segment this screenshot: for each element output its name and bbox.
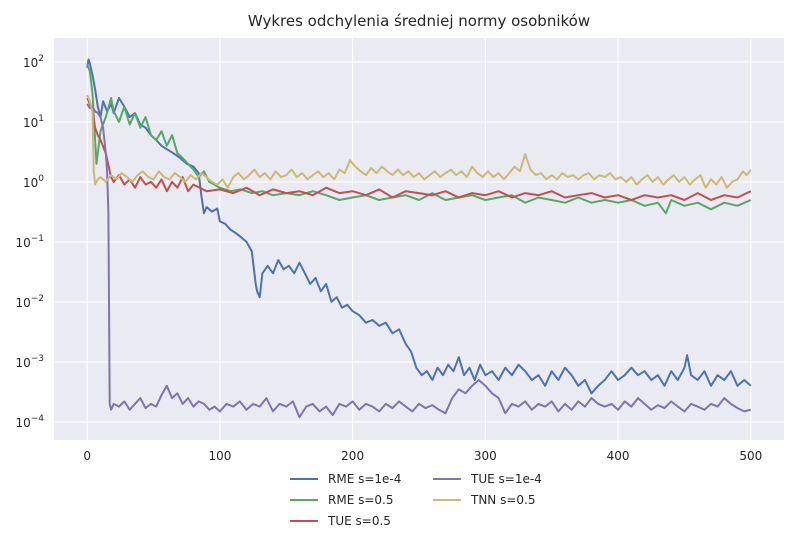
plot-area	[54, 38, 784, 440]
legend-label: RME s=1e-4	[328, 472, 401, 486]
y-tick-label: 10−2	[15, 294, 44, 310]
y-tick-label: 102	[23, 54, 44, 70]
series-line-2	[86, 64, 752, 215]
series-lines	[86, 58, 752, 419]
y-tick-label: 100	[23, 174, 44, 190]
series-line-3	[86, 97, 752, 201]
legend-label: TUE s=0.5	[327, 514, 391, 528]
y-axis-ticks: 10−4 10−3 10−2 10−1 100 101 102	[15, 54, 44, 430]
x-tick-label: 200	[341, 449, 364, 463]
legend-label: RME s=0.5	[328, 493, 393, 507]
y-tick-label: 10−4	[15, 414, 44, 430]
x-tick-label: 0	[83, 449, 91, 463]
series-line-4	[86, 103, 752, 419]
x-tick-label: 400	[607, 449, 630, 463]
chart-title: Wykres odchylenia średniej normy osobnik…	[248, 12, 590, 30]
legend-label: TNN s=0.5	[470, 493, 536, 507]
y-tick-label: 10−3	[15, 354, 44, 370]
x-axis-ticks: 0 100 200 300 400 500	[83, 449, 762, 463]
series-line-1	[86, 58, 752, 395]
x-tick-label: 300	[474, 449, 497, 463]
legend-label: TUE s=1e-4	[470, 472, 542, 486]
legend: RME s=1e-4 RME s=0.5 TUE s=0.5 TUE s=1e-4 TN…	[290, 472, 542, 528]
grid-lines	[54, 38, 784, 440]
y-tick-label: 101	[23, 114, 44, 130]
x-tick-label: 500	[739, 449, 762, 463]
series-line-5	[86, 94, 752, 189]
y-tick-label: 10−1	[15, 234, 44, 250]
x-tick-label: 100	[208, 449, 231, 463]
